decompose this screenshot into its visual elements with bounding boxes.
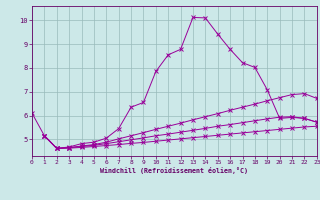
X-axis label: Windchill (Refroidissement éolien,°C): Windchill (Refroidissement éolien,°C): [100, 167, 248, 174]
